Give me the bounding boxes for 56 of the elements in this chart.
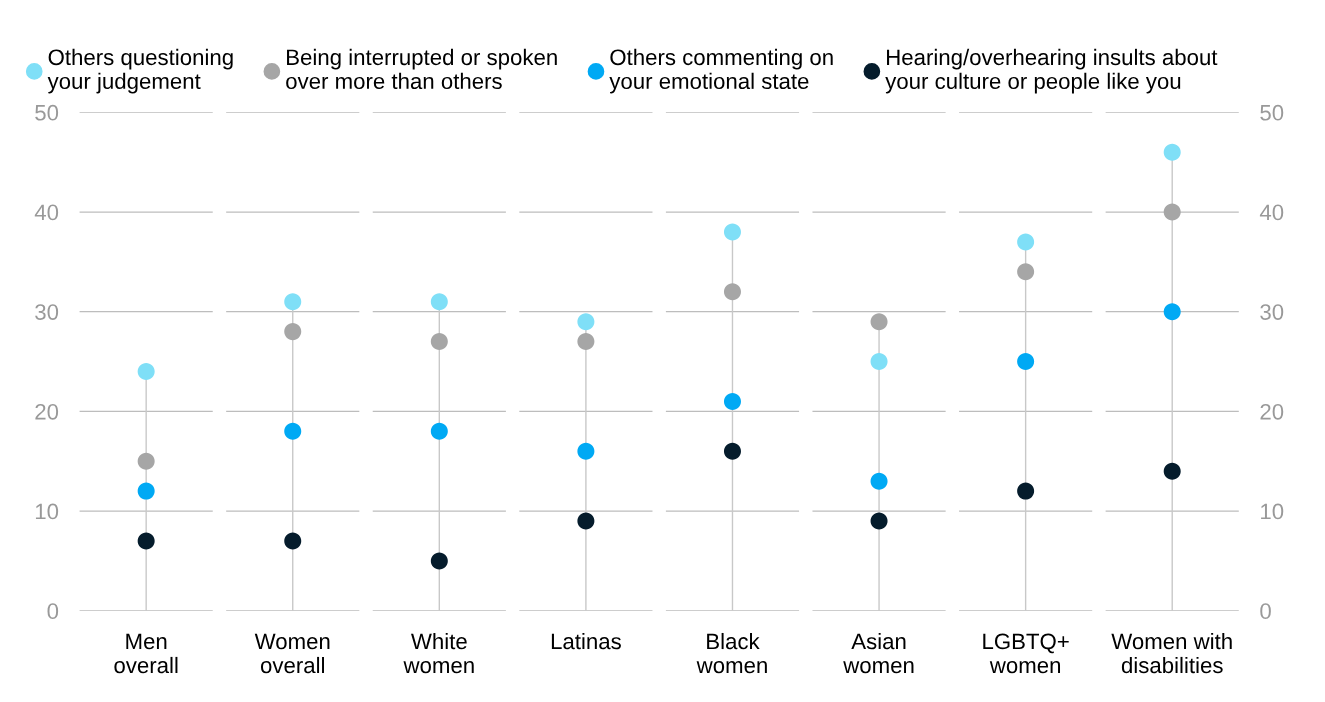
y2-tick-label: 20 — [1260, 403, 1284, 420]
y-tick-label: 40 — [34, 204, 59, 221]
x-tick-label: Black women — [696, 632, 767, 674]
y2-tick-label: 0 — [1260, 603, 1271, 620]
point — [723, 392, 741, 410]
point — [1017, 233, 1035, 251]
y-tick-label: 0 — [47, 603, 59, 620]
y2-tick-label: 40 — [1259, 204, 1284, 221]
point — [1017, 263, 1035, 281]
point — [577, 512, 595, 530]
point — [723, 442, 741, 460]
y-tick-label: 20 — [35, 403, 59, 420]
x-tick-label: LGBTQ+ women — [983, 633, 1069, 674]
point — [1163, 303, 1181, 321]
x-tick-label: Women overall — [254, 633, 330, 674]
point — [284, 293, 302, 311]
point — [137, 482, 155, 500]
legend-label: Being interrupted or spoken over more than others — [286, 48, 557, 90]
y2-tick-label: 10 — [1261, 503, 1284, 520]
point — [430, 422, 448, 440]
point — [870, 353, 888, 371]
y2-tick-label: 50 — [1260, 104, 1284, 121]
point — [1017, 482, 1035, 500]
point — [284, 532, 302, 550]
y-tick-label: 10 — [35, 503, 59, 520]
point — [723, 283, 741, 301]
point — [137, 532, 155, 550]
point — [1017, 353, 1035, 371]
y-tick-label: 30 — [35, 304, 59, 320]
x-tick-label: Men overall — [114, 633, 178, 674]
point — [1163, 143, 1181, 161]
x-tick-label: Women with disabilities — [1111, 632, 1232, 674]
point — [870, 313, 888, 331]
legend-label: Others commenting on your emotional state — [609, 48, 833, 94]
point — [870, 512, 888, 530]
y2-tick-label: 30 — [1260, 304, 1284, 320]
point — [577, 333, 595, 351]
point — [723, 223, 741, 241]
point — [137, 452, 155, 470]
legend-label: Others questioning your judgement — [47, 48, 233, 94]
point — [577, 442, 595, 460]
point — [137, 362, 155, 380]
point — [870, 472, 888, 490]
point — [1163, 203, 1181, 221]
point — [430, 293, 448, 311]
x-tick-label: Asian women — [843, 632, 914, 674]
point — [284, 422, 302, 440]
point — [577, 313, 595, 331]
point — [1163, 462, 1181, 480]
x-tick-label: Latinas — [551, 632, 621, 650]
point — [430, 333, 448, 351]
x-tick-label: White women — [403, 632, 474, 674]
legend-label: Hearing/overhearing insults about your culture or people like you — [885, 48, 1218, 94]
point — [430, 552, 448, 570]
y-tick-label: 50 — [35, 104, 59, 121]
point — [284, 323, 302, 341]
